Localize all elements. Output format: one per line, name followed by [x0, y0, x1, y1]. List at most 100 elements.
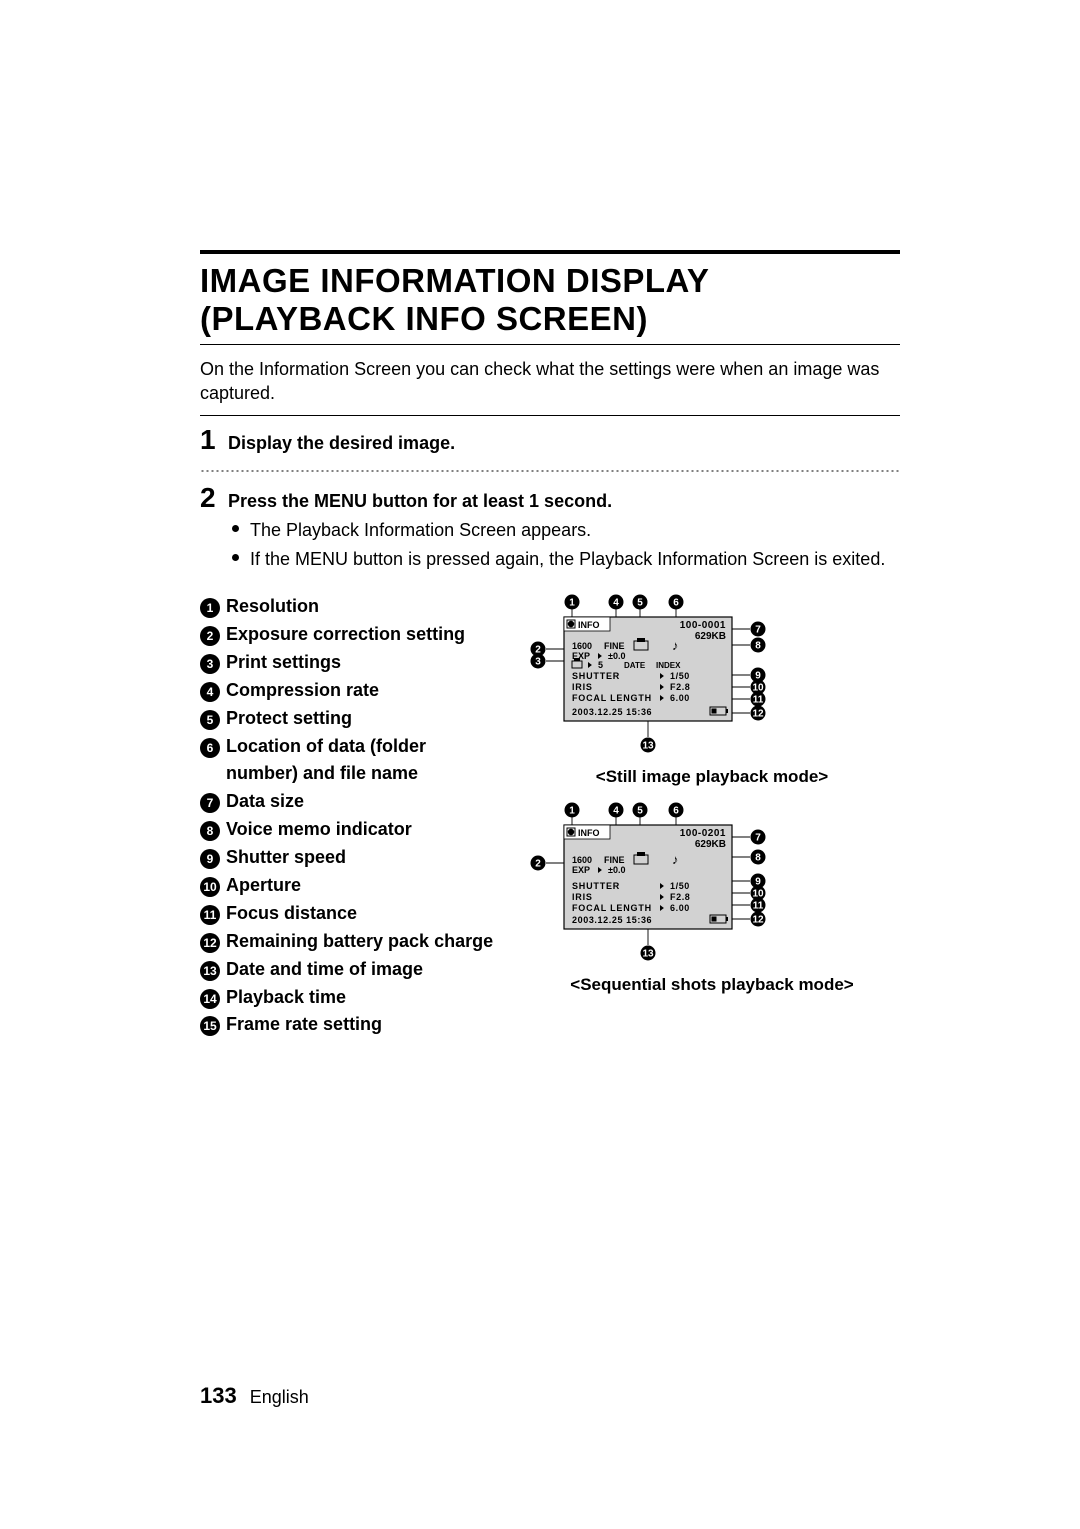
svg-text:8: 8: [755, 641, 761, 652]
legend-marker-5: 5: [200, 710, 220, 730]
step-bullet: If the MENU button is pressed again, the…: [250, 547, 885, 571]
step-heading: Display the desired image.: [228, 433, 455, 453]
step-number: 1: [200, 424, 228, 456]
svg-text:2: 2: [535, 859, 541, 870]
svg-text:DATE: DATE: [624, 661, 646, 670]
legend-label: Remaining battery pack charge: [226, 928, 493, 956]
svg-text:11: 11: [753, 901, 764, 912]
page-footer: 133 English: [200, 1383, 309, 1409]
svg-text:5: 5: [637, 598, 643, 609]
still-playback-diagram: 145623INFO100-0001629KB1600FINE♪EXP±0.05…: [524, 593, 784, 763]
svg-text:2003.12.25 15:36: 2003.12.25 15:36: [572, 707, 652, 717]
svg-text:100-0001: 100-0001: [680, 620, 726, 631]
legend-label: Resolution: [226, 593, 319, 621]
svg-text:12: 12: [752, 709, 764, 720]
legend-label: Playback time: [226, 984, 346, 1012]
svg-text:6: 6: [673, 598, 679, 609]
step-2: 2 Press the MENU button for at least 1 s…: [200, 482, 900, 575]
svg-text:4: 4: [613, 806, 619, 817]
page-language: English: [250, 1387, 309, 1407]
svg-text:1: 1: [569, 806, 575, 817]
svg-text:INDEX: INDEX: [656, 661, 681, 670]
svg-text:SHUTTER: SHUTTER: [572, 881, 620, 891]
svg-text:1/50: 1/50: [670, 671, 690, 681]
svg-text:♪: ♪: [672, 852, 679, 867]
step-number: 2: [200, 482, 228, 514]
legend-label: Focus distance: [226, 900, 357, 928]
page-number: 133: [200, 1383, 237, 1408]
legend-label: Frame rate setting: [226, 1011, 382, 1039]
diagram-still: 145623INFO100-0001629KB1600FINE♪EXP±0.05…: [524, 593, 900, 787]
svg-text:629KB: 629KB: [695, 631, 726, 642]
diagram-column: 145623INFO100-0001629KB1600FINE♪EXP±0.05…: [524, 593, 900, 1039]
svg-text:1: 1: [569, 598, 575, 609]
svg-text:♪: ♪: [672, 638, 679, 653]
legend-label: Protect setting: [226, 705, 352, 733]
legend-label: Shutter speed: [226, 844, 346, 872]
title-rule-bottom: [200, 344, 900, 345]
svg-text:13: 13: [642, 949, 654, 960]
legend-label: Aperture: [226, 872, 301, 900]
intro-paragraph: On the Information Screen you can check …: [200, 357, 900, 406]
svg-text:8: 8: [755, 853, 761, 864]
legend-marker-2: 2: [200, 626, 220, 646]
diagram-caption: <Still image playback mode>: [524, 767, 900, 787]
legend-list: 1Resolution 2Exposure correction setting…: [200, 593, 500, 1039]
diagram-seq: 14562INFO100-0201629KB1600FINE♪EXP±0.0SH…: [524, 801, 900, 995]
sequential-playback-diagram: 14562INFO100-0201629KB1600FINE♪EXP±0.0SH…: [524, 801, 784, 971]
legend-marker-11: 11: [200, 905, 220, 925]
svg-text:IRIS: IRIS: [572, 682, 593, 692]
svg-text:6.00: 6.00: [670, 693, 690, 703]
legend-marker-12: 12: [200, 933, 220, 953]
svg-text:EXP: EXP: [572, 865, 590, 875]
svg-text:INFO: INFO: [578, 620, 600, 630]
svg-text:3: 3: [535, 657, 541, 668]
step-heading: Press the MENU button for at least 1 sec…: [228, 491, 612, 511]
legend-marker-6: 6: [200, 738, 220, 758]
svg-text:629KB: 629KB: [695, 839, 726, 850]
svg-text:±0.0: ±0.0: [608, 651, 625, 661]
svg-text:FOCAL LENGTH: FOCAL LENGTH: [572, 693, 652, 703]
svg-text:4: 4: [613, 598, 619, 609]
svg-text:F2.8: F2.8: [670, 892, 690, 902]
title-rule-top: [200, 250, 900, 254]
svg-text:5: 5: [598, 660, 603, 670]
svg-text:1600: 1600: [572, 641, 592, 651]
legend-marker-7: 7: [200, 793, 220, 813]
svg-text:11: 11: [753, 695, 764, 706]
svg-text:FINE: FINE: [604, 855, 625, 865]
legend-marker-9: 9: [200, 849, 220, 869]
svg-text:7: 7: [755, 625, 761, 636]
legend-label: Date and time of image: [226, 956, 423, 984]
legend-marker-8: 8: [200, 821, 220, 841]
step-1: 1 Display the desired image.: [200, 424, 900, 456]
svg-text:IRIS: IRIS: [572, 892, 593, 902]
legend-marker-14: 14: [200, 989, 220, 1009]
svg-text:2003.12.25 15:36: 2003.12.25 15:36: [572, 915, 652, 925]
svg-text:FOCAL LENGTH: FOCAL LENGTH: [572, 903, 652, 913]
svg-text:6.00: 6.00: [670, 903, 690, 913]
legend-marker-13: 13: [200, 961, 220, 981]
svg-text:FINE: FINE: [604, 641, 625, 651]
content-columns: 1Resolution 2Exposure correction setting…: [200, 593, 900, 1039]
svg-text:13: 13: [642, 741, 654, 752]
svg-text:1/50: 1/50: [670, 881, 690, 891]
svg-text:12: 12: [752, 915, 764, 926]
intro-rule: [200, 415, 900, 416]
step-divider: [200, 470, 900, 472]
svg-text:1600: 1600: [572, 855, 592, 865]
legend-label: Data size: [226, 788, 304, 816]
manual-page: IMAGE INFORMATION DISPLAY (PLAYBACK INFO…: [0, 0, 1080, 1529]
legend-marker-4: 4: [200, 682, 220, 702]
legend-marker-15: 15: [200, 1016, 220, 1036]
svg-text:5: 5: [637, 806, 643, 817]
legend-marker-3: 3: [200, 654, 220, 674]
svg-text:F2.8: F2.8: [670, 682, 690, 692]
legend-label: Voice memo indicator: [226, 816, 412, 844]
svg-text:100-0201: 100-0201: [680, 828, 726, 839]
diagram-caption: <Sequential shots playback mode>: [524, 975, 900, 995]
legend-marker-1: 1: [200, 598, 220, 618]
page-title: IMAGE INFORMATION DISPLAY (PLAYBACK INFO…: [200, 262, 900, 338]
legend-marker-10: 10: [200, 877, 220, 897]
svg-text:INFO: INFO: [578, 828, 600, 838]
